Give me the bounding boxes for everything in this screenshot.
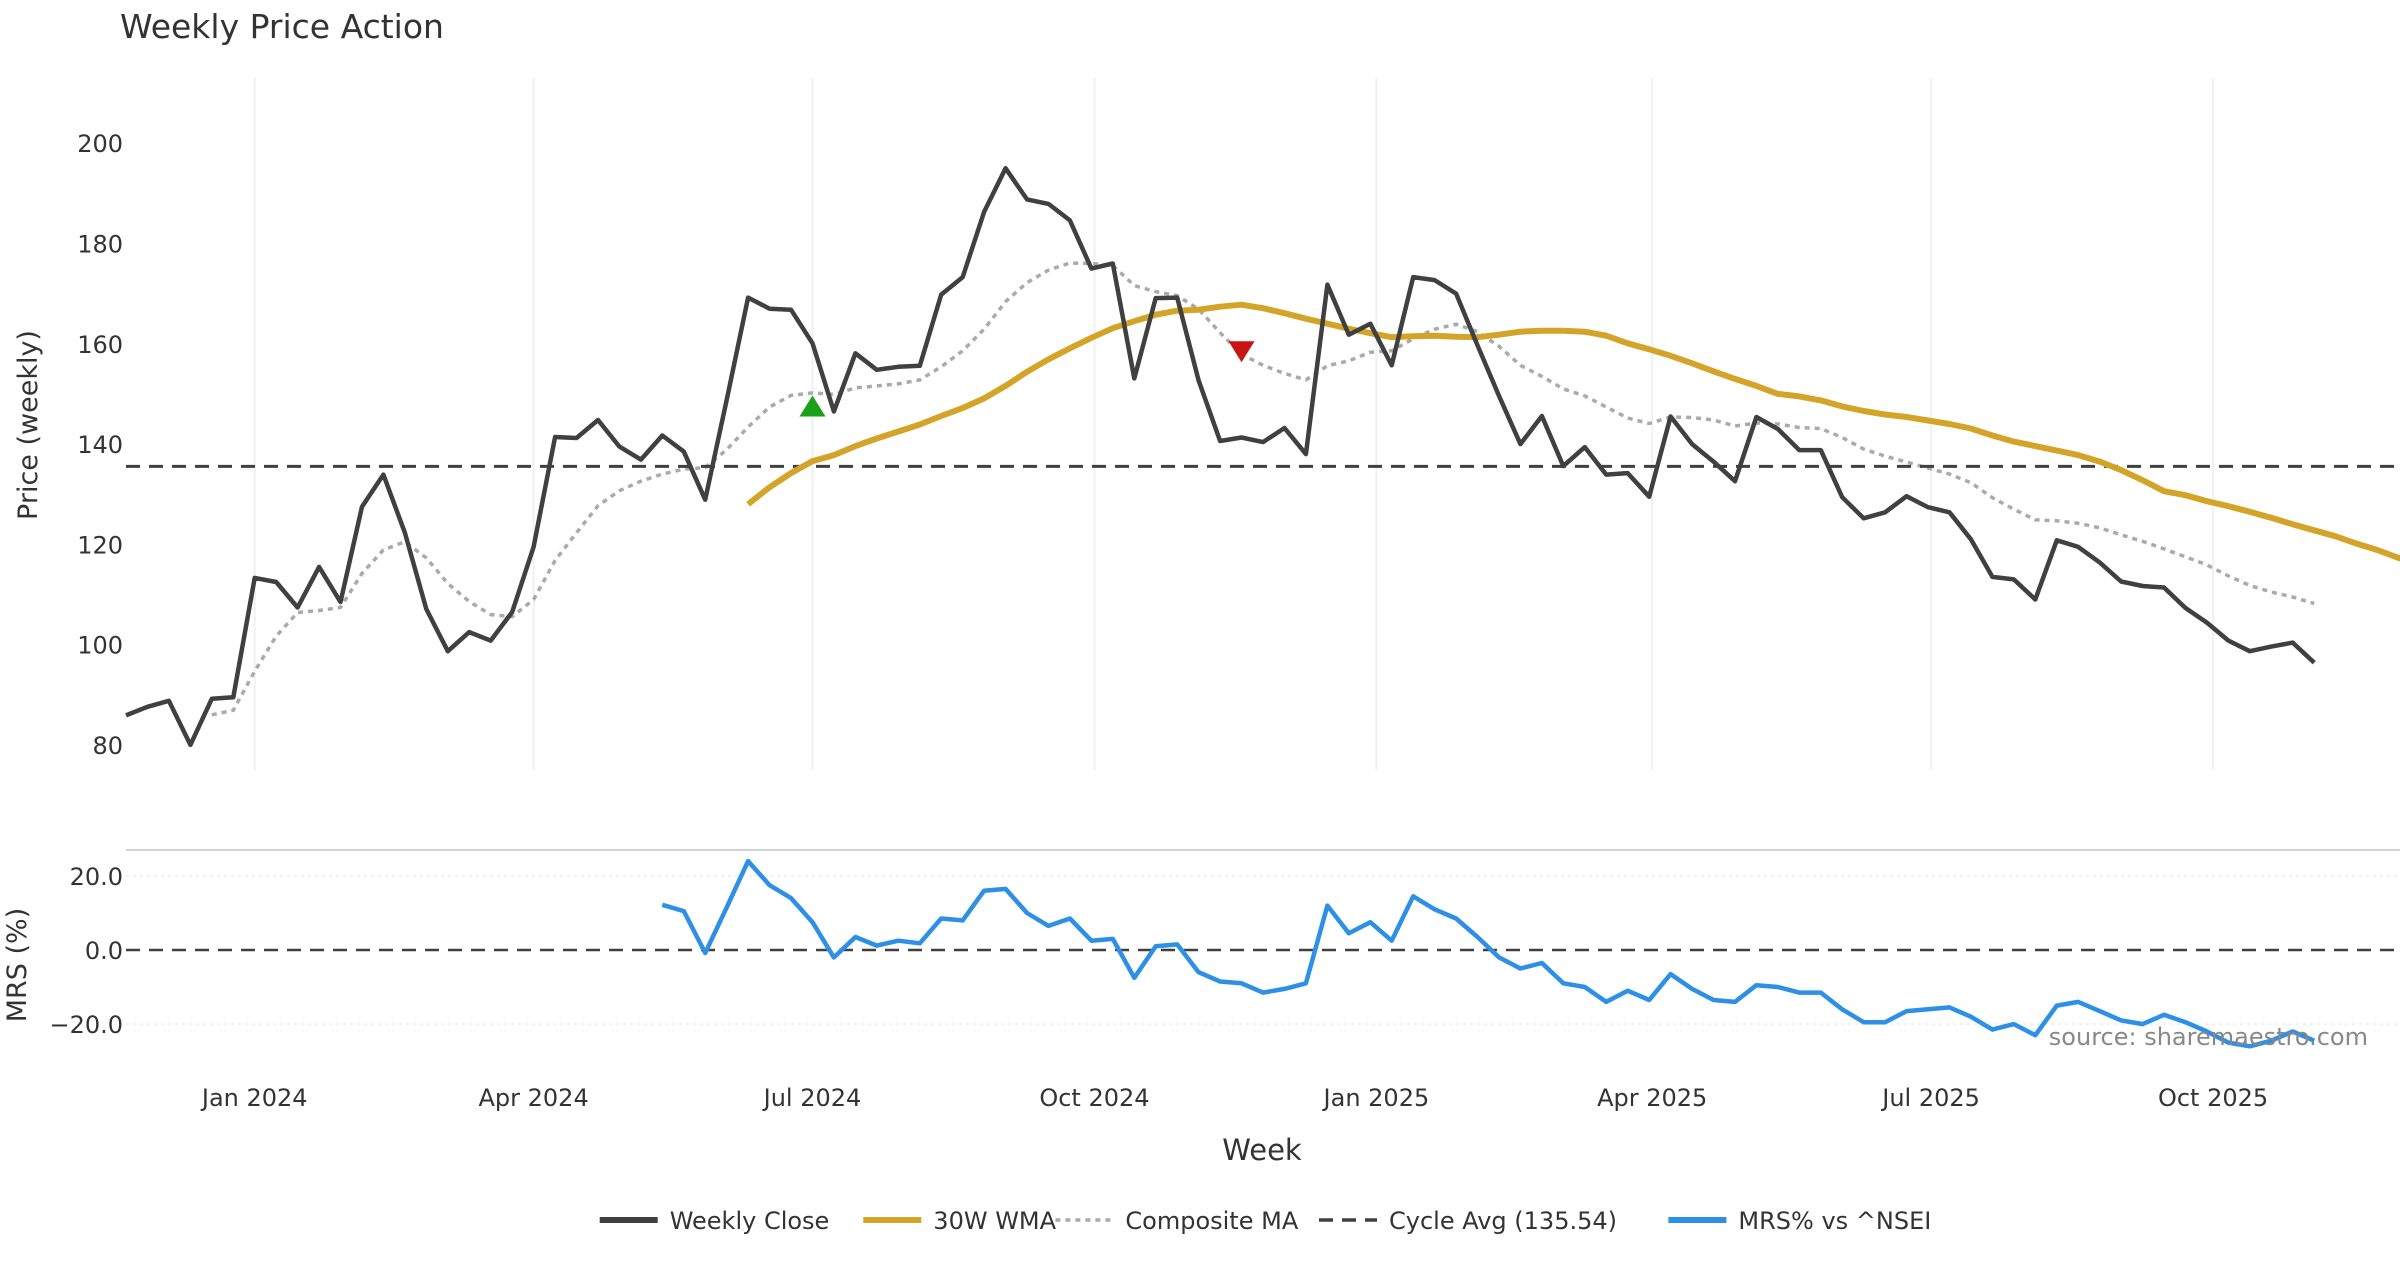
mrs-axis-label: MRS (%)	[2, 908, 33, 1023]
mrs-line	[661, 858, 2316, 1049]
price-y-tick-label: 140	[77, 431, 123, 459]
x-tick-label: Apr 2024	[478, 1084, 588, 1112]
price-axis-label: Price (weekly)	[13, 330, 44, 520]
x-tick-label: Oct 2025	[2158, 1084, 2268, 1112]
mrs-y-tick-label: 20.0	[70, 863, 123, 891]
x-tick-label: Jul 2024	[762, 1084, 862, 1112]
price-y-tick-label: 200	[77, 130, 123, 158]
legend-item: Composite MA	[1055, 1207, 1299, 1235]
source-watermark: source: sharemaestro.com	[2049, 1023, 2368, 1051]
x-tick-label: Apr 2025	[1597, 1084, 1707, 1112]
axes-labels: Jan 2024 Apr 2024 Jul 2024 Oct 2024 Jan 2025…	[49, 130, 2268, 1112]
legend-label: 30W WMA	[933, 1207, 1056, 1235]
price-y-tick-label: 100	[77, 632, 123, 660]
x-tick-label: Oct 2024	[1039, 1084, 1149, 1112]
legend-label: Composite MA	[1125, 1207, 1298, 1235]
legend-label: Weekly Close	[670, 1207, 830, 1235]
buy-signal-marker	[799, 395, 826, 417]
price-y-tick-label: 160	[77, 331, 123, 359]
weekly-close-line	[125, 166, 2316, 748]
chart-title: Weekly Price Action	[120, 7, 444, 46]
legend-item: Weekly Close	[599, 1207, 830, 1235]
mrs-y-tick-label: −20.0	[49, 1011, 123, 1039]
legend-item: MRS% vs ^NSEI	[1668, 1207, 1931, 1235]
price-y-tick-label: 80	[92, 732, 123, 760]
price-y-tick-label: 180	[77, 230, 123, 258]
legend-item: Cycle Avg (135.54)	[1319, 1207, 1617, 1235]
x-tick-label: Jan 2024	[200, 1084, 308, 1112]
wma30-line	[746, 301, 2400, 562]
legend-label: Cycle Avg (135.54)	[1389, 1207, 1617, 1235]
price-series	[125, 166, 2400, 748]
x-tick-label: Jul 2025	[1880, 1084, 1980, 1112]
legend: Weekly Close 30W WMA Composite MA Cycle Avg…	[599, 1207, 1931, 1235]
legend-label: MRS% vs ^NSEI	[1738, 1207, 1931, 1235]
x-tick-label: Jan 2025	[1322, 1084, 1430, 1112]
x-axis-label: Week	[1222, 1133, 1302, 1167]
legend-item: 30W WMA	[863, 1207, 1057, 1235]
sell-signal-marker	[1228, 341, 1255, 363]
mrs-grid	[126, 849, 2400, 1026]
mrs-y-tick-label: 0.0	[85, 937, 123, 965]
price-y-tick-label: 120	[77, 531, 123, 559]
mrs-series	[126, 858, 2400, 1049]
